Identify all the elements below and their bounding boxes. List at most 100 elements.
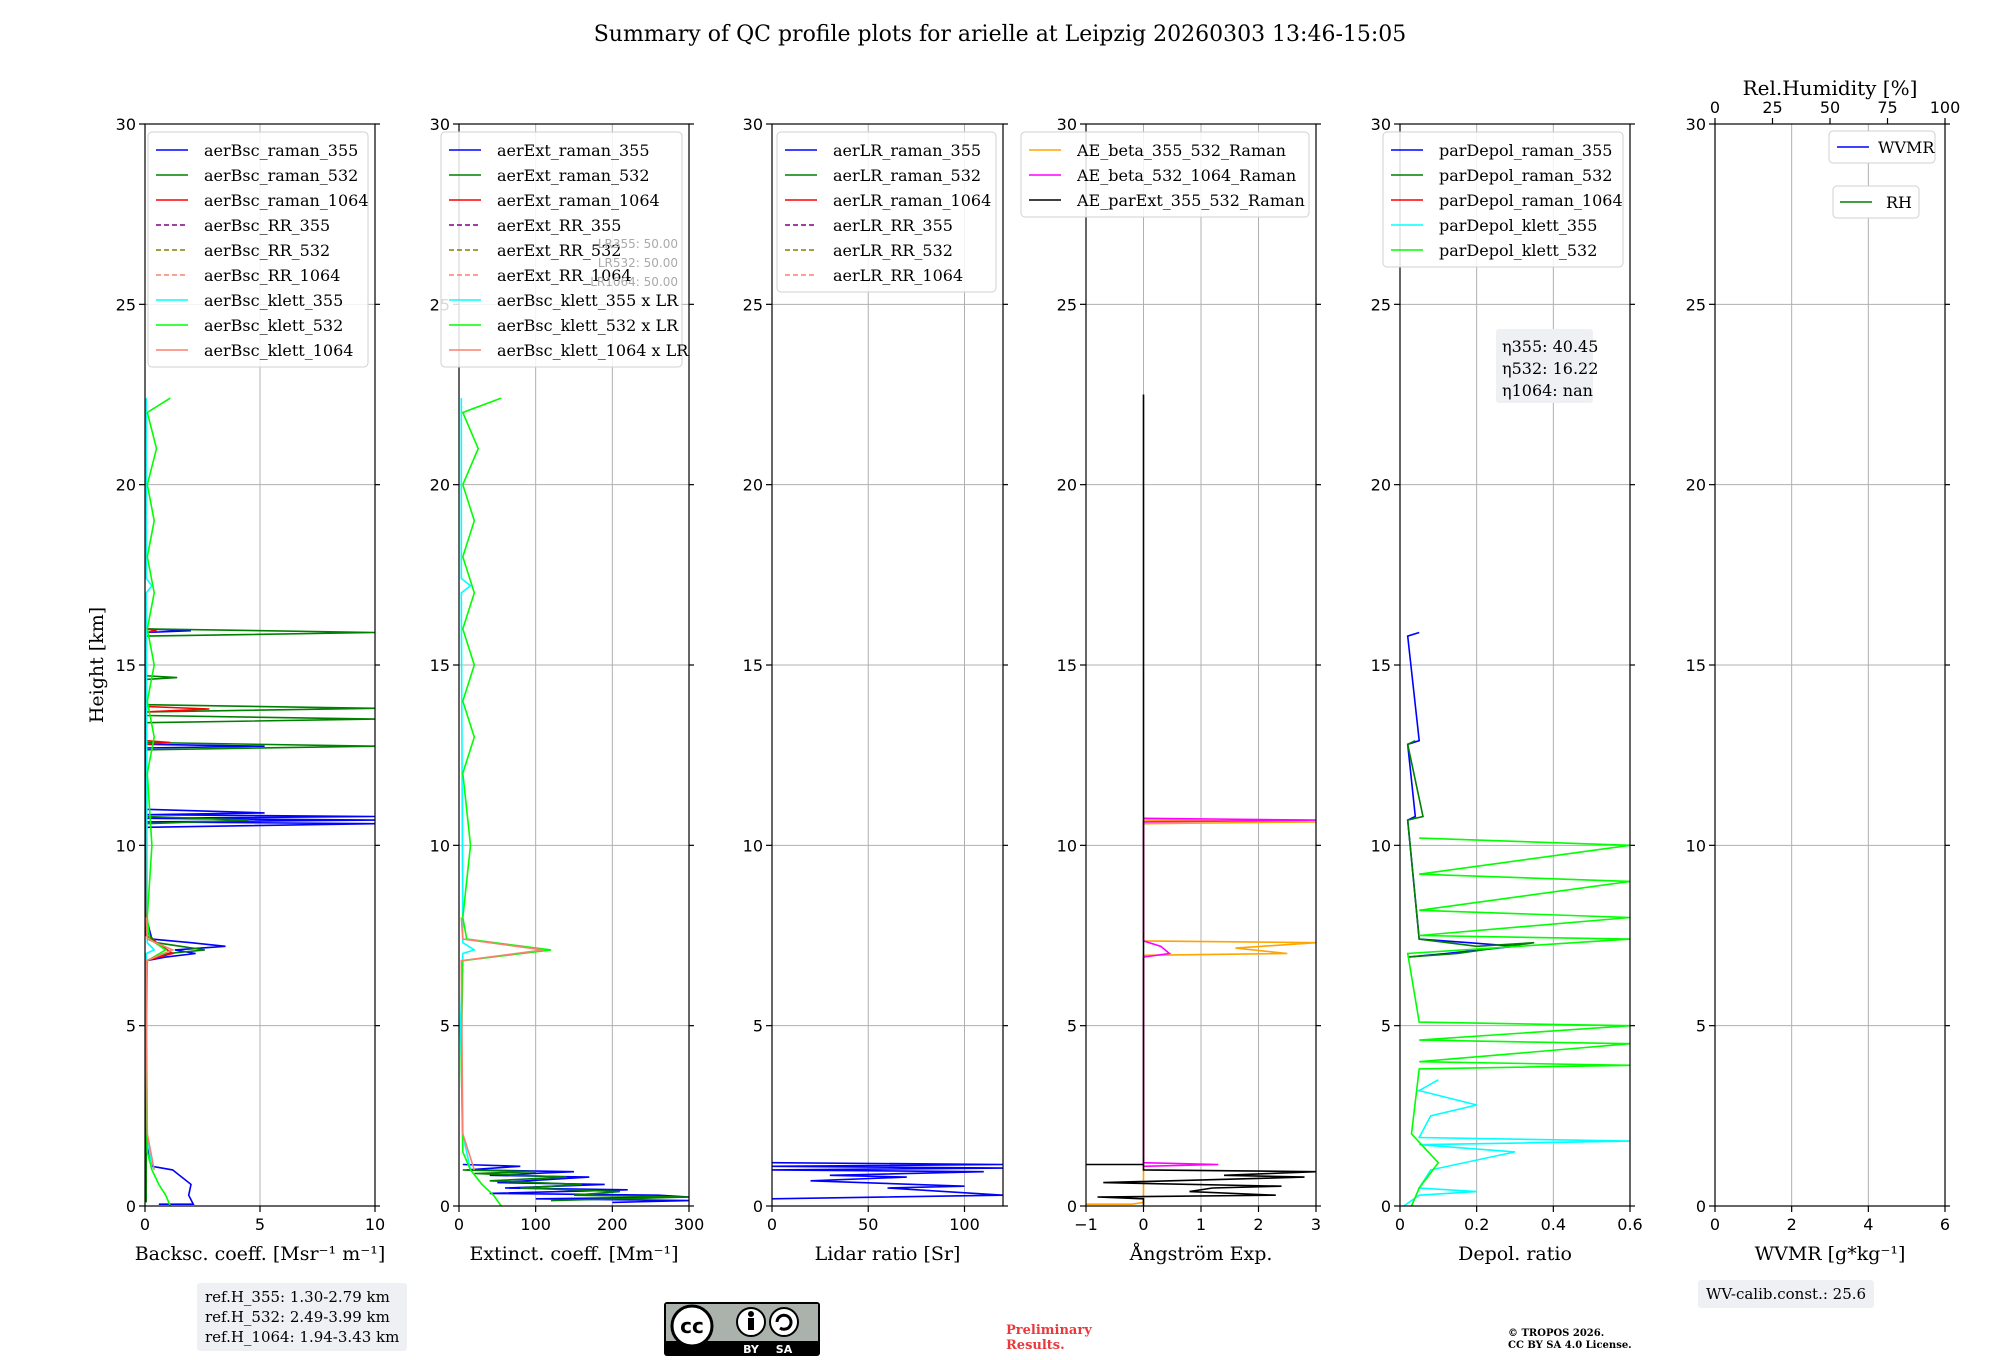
x-tick-label: 1 xyxy=(1196,1215,1206,1234)
y-tick-label: 10 xyxy=(1057,836,1077,855)
legend-label: aerLR_RR_355 xyxy=(833,216,953,235)
y-tick-label: 10 xyxy=(743,836,763,855)
series-line-parDepol_raman_532 xyxy=(1406,739,1535,958)
eta-label: η1064: nan xyxy=(1502,381,1593,400)
y-tick-label: 25 xyxy=(1686,295,1706,314)
legend-label: aerBsc_klett_1064 x LR xyxy=(497,341,689,360)
y-tick-label: 30 xyxy=(116,115,136,134)
lidar-ratio-label: LR532: 50.00 xyxy=(598,256,678,270)
x-tick-label: 2 xyxy=(1787,1215,1797,1234)
y-tick-label: 0 xyxy=(1067,1197,1077,1216)
series-line-aerBsc_raman_355 xyxy=(145,628,376,1205)
legend-box xyxy=(776,131,997,293)
y-tick-label: 20 xyxy=(430,476,450,495)
x-tick-label: 6 xyxy=(1940,1215,1950,1234)
legend-label: parDepol_raman_532 xyxy=(1439,166,1612,185)
legend-label: aerBsc_klett_532 x LR xyxy=(497,316,679,335)
cc-badge-text: cc xyxy=(680,1314,704,1338)
x2-axis-label: Rel.Humidity [%] xyxy=(1743,76,1918,100)
x-axis-label: Extinct. coeff. [Mm⁻¹] xyxy=(469,1243,678,1265)
x-axis-label: Depol. ratio xyxy=(1458,1243,1572,1265)
y-tick-label: 0 xyxy=(1696,1197,1706,1216)
x-tick-label: 0 xyxy=(454,1215,464,1234)
y-tick-label: 20 xyxy=(1686,476,1706,495)
reference-height-box: ref.H_355: 1.30-2.79 km ref.H_532: 2.49-… xyxy=(197,1283,408,1351)
series-line-aerBsc_klett_1064 xyxy=(145,917,175,1171)
legend-box xyxy=(147,131,369,368)
legend-label: aerLR_raman_532 xyxy=(833,166,981,185)
y-tick-label: 10 xyxy=(430,836,450,855)
legend-label: WVMR xyxy=(1878,138,1935,157)
series-line-aerBsc_raman_532 xyxy=(145,628,376,1203)
y-tick-label: 30 xyxy=(1686,115,1706,134)
series-line-aerLR_raman_355 xyxy=(771,1161,1004,1200)
series-line-AE_beta_355_532_Raman xyxy=(1086,819,1317,1205)
ref-height-1064: ref.H_1064: 1.94-3.43 km xyxy=(205,1328,400,1346)
legend-label: aerBsc_raman_532 xyxy=(204,166,358,185)
series-line-parDepol_raman_355 xyxy=(1406,631,1516,958)
y-tick-label: 30 xyxy=(430,115,450,134)
preliminary-results-note: Preliminary Results. xyxy=(1006,1323,1092,1353)
y-tick-label: 25 xyxy=(116,295,136,314)
legend-label: parDepol_klett_355 xyxy=(1439,216,1597,235)
y-tick-label: 15 xyxy=(430,656,450,675)
lidar-ratio-label: LR355: 50.00 xyxy=(598,237,678,251)
preliminary-line-2: Results. xyxy=(1006,1338,1065,1353)
y-tick-label: 20 xyxy=(1057,476,1077,495)
copyright-line-1: © TROPOS 2026. xyxy=(1508,1328,1605,1339)
y-tick-label: 20 xyxy=(1371,476,1391,495)
legend-label: aerBsc_klett_1064 xyxy=(204,341,353,360)
by-badge-text: BY xyxy=(743,1343,760,1356)
legend-label: aerBsc_klett_355 xyxy=(204,291,343,310)
legend-label: aerBsc_klett_355 x LR xyxy=(497,291,679,310)
x2-tick-label: 25 xyxy=(1762,98,1782,117)
x-tick-label: 0.2 xyxy=(1464,1215,1489,1234)
legend-label: aerBsc_RR_532 xyxy=(204,241,330,260)
legend-label: aerBsc_raman_1064 xyxy=(204,191,369,210)
x-tick-label: 3 xyxy=(1311,1215,1321,1234)
x-tick-label: 0 xyxy=(1138,1215,1148,1234)
y-tick-label: 5 xyxy=(440,1017,450,1036)
x-tick-label: 10 xyxy=(365,1215,385,1234)
y-tick-label: 0 xyxy=(753,1197,763,1216)
panel-3: 0 5 10 15 20 25 30 0 50 100 Lidar ratio [Sr] aerLR_… xyxy=(743,115,1008,1265)
series-line-parDepol_klett_532 xyxy=(1406,837,1631,1207)
legend-label: parDepol_raman_355 xyxy=(1439,141,1612,160)
legend-box-rh xyxy=(1832,185,1920,219)
legend-label: aerBsc_raman_355 xyxy=(204,141,358,160)
x-tick-label: 100 xyxy=(520,1215,551,1234)
legend-label: aerExt_raman_1064 xyxy=(497,191,660,210)
cc-by-sa-license-icon: cc BY SA xyxy=(664,1302,820,1356)
legend-box-wvmr xyxy=(1828,130,1936,164)
series-line-aerBsc_klett_1064 x LR xyxy=(460,917,544,1171)
sa-badge-text: SA xyxy=(776,1343,793,1356)
legend-box xyxy=(440,131,683,368)
copyright-line-2: CC BY SA 4.0 License. xyxy=(1508,1340,1632,1351)
legend-label: AE_beta_532_1064_Raman xyxy=(1076,166,1296,185)
y-tick-label: 15 xyxy=(1686,656,1706,675)
ref-height-532: ref.H_532: 2.49-3.99 km xyxy=(205,1308,390,1326)
x-tick-label: 0.4 xyxy=(1541,1215,1566,1234)
x-axis-label: Ångström Exp. xyxy=(1129,1243,1273,1265)
y-tick-label: 20 xyxy=(116,476,136,495)
y-tick-label: 15 xyxy=(116,656,136,675)
x-axis-label: Backsc. coeff. [Msr⁻¹ m⁻¹] xyxy=(135,1243,386,1265)
x2-tick-label: 100 xyxy=(1930,98,1961,117)
legend-label: aerExt_RR_355 xyxy=(497,216,621,235)
x-tick-label: 0 xyxy=(767,1215,777,1234)
x-tick-label: 50 xyxy=(858,1215,878,1234)
x-tick-label: 2 xyxy=(1253,1215,1263,1234)
eta-label: η532: 16.22 xyxy=(1502,359,1598,378)
x-tick-label: 300 xyxy=(674,1215,705,1234)
y-tick-label: 5 xyxy=(126,1017,136,1036)
y-tick-label: 0 xyxy=(1381,1197,1391,1216)
legend-label: aerExt_raman_355 xyxy=(497,141,650,160)
legend-label: parDepol_raman_1064 xyxy=(1439,191,1623,210)
preliminary-line-1: Preliminary xyxy=(1006,1323,1092,1338)
y-tick-label: 25 xyxy=(1371,295,1391,314)
series-line-aerExt_raman_532 xyxy=(462,1169,690,1202)
lidar-ratio-label: LR1064: 50.00 xyxy=(590,275,678,289)
wv-calibration-box: WV-calib.const.: 25.6 xyxy=(1698,1280,1875,1308)
y-tick-label: 25 xyxy=(743,295,763,314)
